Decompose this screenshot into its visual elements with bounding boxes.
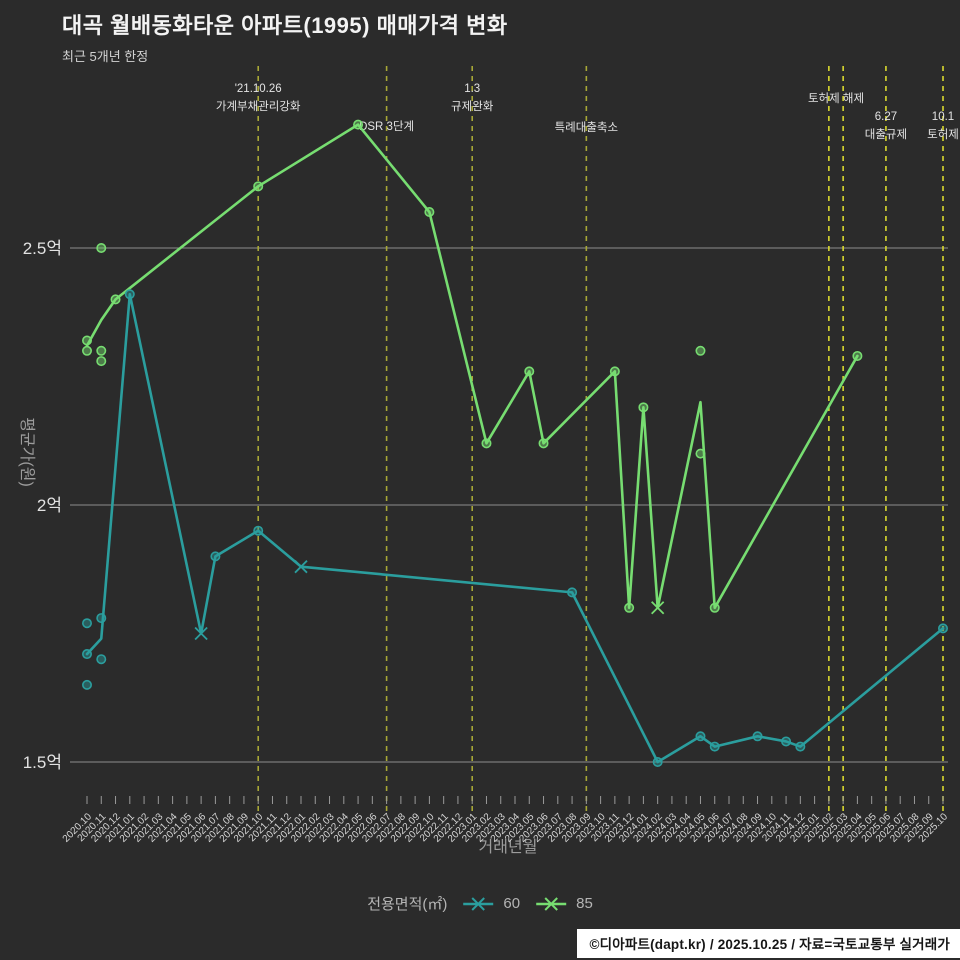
- event-label: DSR 3단계: [359, 120, 414, 133]
- series-85-line[interactable]: [85, 123, 859, 610]
- transaction-dot[interactable]: [538, 438, 549, 449]
- y-axis-title: 평균가(원): [18, 417, 36, 487]
- transaction-dot[interactable]: [210, 551, 221, 562]
- transaction-dot[interactable]: [96, 356, 107, 367]
- legend: 전용면적(㎡) 60 85: [367, 893, 593, 914]
- legend-item-label: 85: [576, 895, 593, 912]
- transaction-dot[interactable]: [82, 679, 93, 690]
- transaction-dot[interactable]: [253, 181, 264, 192]
- event-label: 가계부채관리강화: [216, 100, 301, 113]
- x-marker[interactable]: [294, 560, 308, 574]
- transaction-dot[interactable]: [781, 736, 792, 747]
- transaction-dot[interactable]: [82, 649, 93, 660]
- transaction-dot[interactable]: [652, 756, 663, 767]
- transaction-dot[interactable]: [481, 438, 492, 449]
- transaction-dot[interactable]: [937, 623, 948, 634]
- transaction-dot[interactable]: [638, 402, 649, 413]
- legend-item-85[interactable]: 85: [534, 895, 593, 912]
- credit-bar: ©디아파트(dapt.kr) / 2025.10.25 / 자료=국토교통부 실…: [577, 929, 960, 958]
- transaction-dot[interactable]: [752, 731, 763, 742]
- event-label: 1.3: [464, 83, 480, 95]
- chart-header: 대곡 월배동화타운 아파트(1995) 매매가격 변화 최근 5개년 한정: [62, 8, 508, 65]
- legend-title: 전용면적(㎡): [367, 896, 448, 913]
- y-tick-label: 2억: [37, 496, 62, 515]
- x-marker[interactable]: [194, 626, 208, 641]
- transaction-dot[interactable]: [253, 525, 264, 536]
- transaction-dot[interactable]: [82, 345, 93, 356]
- transaction-dot[interactable]: [96, 243, 107, 254]
- transaction-dot[interactable]: [567, 587, 578, 598]
- transaction-dot[interactable]: [709, 602, 720, 613]
- transaction-dot[interactable]: [795, 741, 806, 752]
- event-label: 특례대출축소: [555, 121, 618, 134]
- transaction-dot[interactable]: [124, 289, 135, 300]
- transaction-dot[interactable]: [709, 741, 720, 752]
- transaction-dot[interactable]: [695, 345, 706, 356]
- transaction-dot[interactable]: [424, 207, 435, 218]
- transaction-dot[interactable]: [96, 345, 107, 356]
- transaction-dot[interactable]: [96, 654, 107, 665]
- event-label: 대출규제: [865, 128, 907, 141]
- transaction-dot[interactable]: [609, 366, 620, 377]
- event-label: '21.10.26: [235, 83, 282, 95]
- transaction-dot[interactable]: [695, 448, 706, 459]
- transaction-dot[interactable]: [695, 731, 706, 742]
- x-marker[interactable]: [651, 601, 665, 615]
- y-tick-label: 2.5억: [23, 239, 62, 258]
- y-tick-label: 1.5억: [23, 753, 62, 772]
- event-label: 토허제 해제: [808, 92, 864, 105]
- page-subtitle: 최근 5개년 한정: [62, 49, 149, 64]
- transaction-dot[interactable]: [82, 618, 93, 629]
- transaction-dot[interactable]: [110, 294, 121, 305]
- transaction-dot[interactable]: [82, 335, 93, 346]
- transaction-dot[interactable]: [353, 119, 364, 130]
- event-label: 10.1: [932, 111, 954, 123]
- transaction-dot[interactable]: [852, 350, 863, 361]
- transaction-dot[interactable]: [96, 613, 107, 624]
- legend-item-60[interactable]: 60: [461, 895, 520, 912]
- page-title: 대곡 월배동화타운 아파트(1995) 매매가격 변화: [62, 13, 508, 38]
- event-label: 6.27: [875, 111, 897, 123]
- event-label: 규제완화: [451, 100, 494, 113]
- transaction-dot[interactable]: [524, 366, 535, 377]
- line-x-marker-icon: [536, 896, 567, 911]
- line-x-marker-icon: [463, 896, 494, 911]
- event-label: 토허제: [927, 128, 959, 141]
- x-axis-title: 거래년월: [479, 838, 538, 856]
- transaction-dot[interactable]: [624, 602, 635, 613]
- legend-item-label: 60: [503, 895, 521, 912]
- series-60-line[interactable]: [85, 292, 945, 764]
